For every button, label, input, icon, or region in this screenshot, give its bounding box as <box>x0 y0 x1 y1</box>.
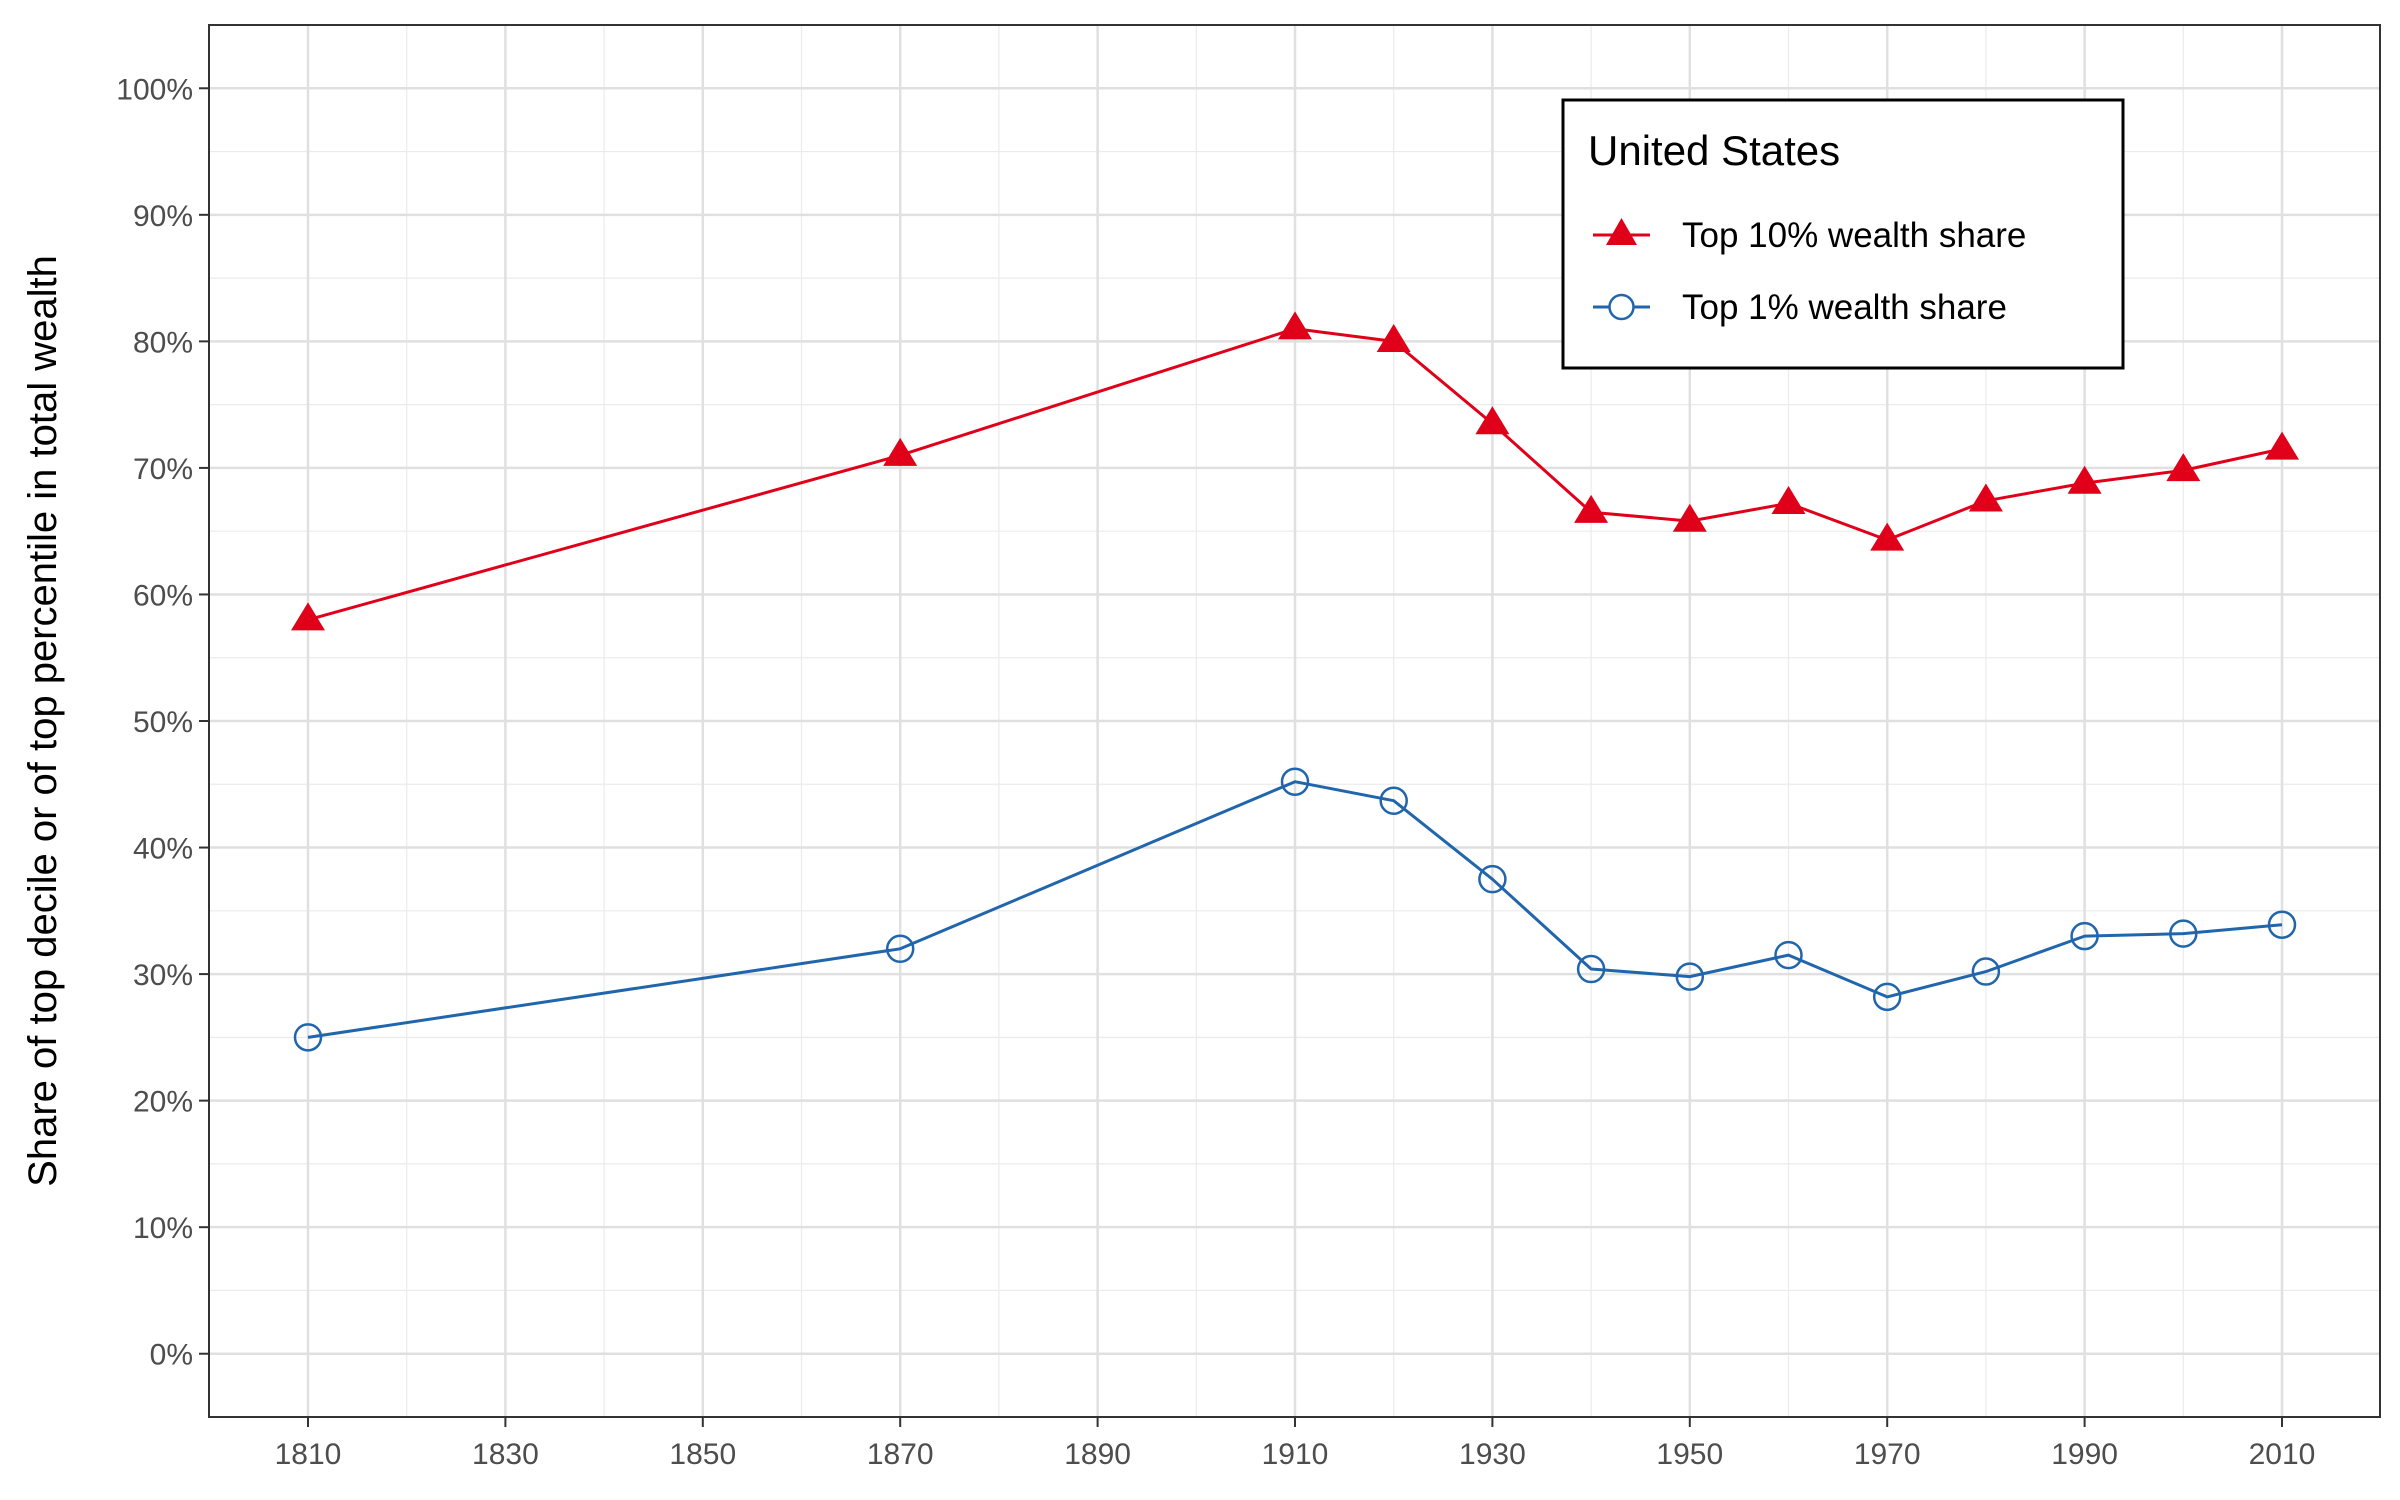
data-point-top1 <box>1774 940 1803 970</box>
data-point-top1 <box>1280 767 1310 796</box>
x-tick-label: 1830 <box>472 1438 539 1471</box>
legend-entry-top10: Top 10% wealth share <box>1593 216 2026 255</box>
legend-box <box>1561 98 2125 370</box>
y-tick-label: 20% <box>133 1086 193 1119</box>
data-point-top10 <box>1278 311 1312 340</box>
data-point-top1 <box>1478 864 1507 894</box>
data-point-top10 <box>1870 522 1905 551</box>
data-point-top1 <box>1872 982 1902 1012</box>
y-tick-label: 100% <box>116 73 193 106</box>
x-tick-label: 1990 <box>2051 1438 2118 1471</box>
x-tick-label: 1890 <box>1064 1438 1131 1471</box>
y-tick-label: 30% <box>133 959 193 992</box>
data-point-top10 <box>1968 483 2003 512</box>
x-tick-label: 1910 <box>1262 1438 1329 1471</box>
legend-entry-top1: Top 1% wealth share <box>1593 288 2007 327</box>
y-tick-label: 60% <box>133 579 193 612</box>
x-tick-label: 1930 <box>1459 1438 1526 1471</box>
data-point-top1 <box>2070 921 2099 951</box>
y-tick-label: 0% <box>150 1339 193 1372</box>
x-tick-label: 1870 <box>867 1438 934 1471</box>
data-point-top10 <box>1771 485 1806 514</box>
x-tick-label: 1950 <box>1656 1438 1723 1471</box>
data-point-top10 <box>1475 406 1510 435</box>
y-tick-label: 90% <box>133 200 193 233</box>
legend-circle-marker-icon <box>1608 293 1635 321</box>
data-point-top1 <box>2169 919 2198 948</box>
data-point-top1 <box>1971 957 2001 986</box>
data-point-top10 <box>2067 465 2102 494</box>
data-point-top1 <box>2267 910 2297 939</box>
y-axis-title: Share of top decile or of top percentile… <box>21 255 65 1187</box>
data-point-top10 <box>1376 324 1411 353</box>
data-point-top10 <box>2166 453 2201 482</box>
y-tick-label: 50% <box>133 706 193 739</box>
x-tick-label: 1810 <box>275 1438 342 1471</box>
data-point-top1 <box>293 1023 323 1052</box>
y-tick-labels: 0% 10% 20% 30% 40% 50% 60% 70% 80% 90% 100% <box>116 73 193 1371</box>
data-point-top10 <box>883 437 918 466</box>
legend-label-top10: Top 10% wealth share <box>1682 216 2026 255</box>
legend-title: United States <box>1588 127 1840 174</box>
data-point-top1 <box>885 934 915 964</box>
data-point-top1 <box>1576 954 1606 984</box>
legend-triangle-marker-icon <box>1606 218 1637 245</box>
data-point-top1 <box>1675 962 1705 991</box>
series-layer <box>291 311 2299 1052</box>
series-line-top1 <box>307 780 2283 1039</box>
data-point-top10 <box>2265 431 2299 460</box>
x-tick-label: 1970 <box>1854 1438 1921 1471</box>
data-point-top10 <box>1574 494 1609 523</box>
x-tick-labels: 1810 1830 1850 1870 1890 1910 1930 1950 1970 1990… <box>275 1438 2316 1471</box>
x-tick-label: 1850 <box>669 1438 736 1471</box>
x-tick-label: 2010 <box>2249 1438 2316 1471</box>
data-point-top10 <box>291 602 325 631</box>
legend-label-top1: Top 1% wealth share <box>1682 288 2007 327</box>
data-point-top1 <box>1379 786 1408 815</box>
y-tick-label: 40% <box>133 833 193 866</box>
axis-ticks <box>199 87 2283 1427</box>
legend: United States Top 10% wealth share Top 1… <box>1561 98 2125 370</box>
y-tick-label: 80% <box>133 326 193 359</box>
y-tick-label: 10% <box>133 1212 193 1245</box>
y-tick-label: 70% <box>133 453 193 486</box>
data-point-top10 <box>1672 503 1707 532</box>
